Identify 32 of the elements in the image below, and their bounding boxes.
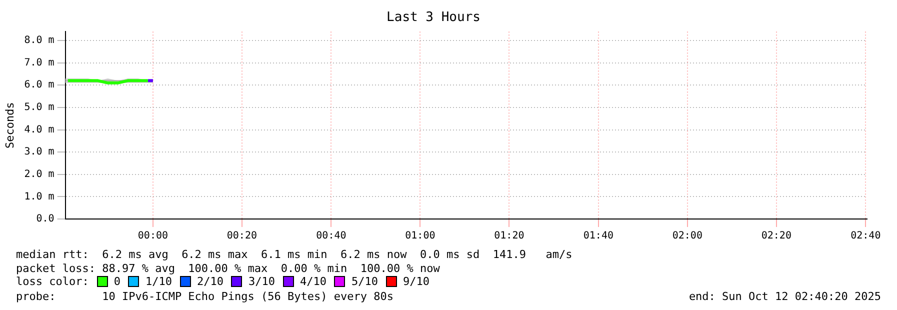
x-tick-label: 00:20 (226, 230, 257, 242)
x-tick-label: 02:20 (761, 230, 792, 242)
y-tick-label: 1.0 m (24, 191, 54, 202)
x-tick-label: 00:40 (316, 230, 346, 242)
text: probe: 10 IPv6-ICMP Echo Pings (56 Bytes) every 80s (16, 290, 394, 304)
x-tick-label: 01:00 (405, 230, 436, 242)
x-tick-label: 02:40 (850, 230, 881, 242)
y-tick-label: 6.0 m (24, 80, 54, 91)
legend-label: 0 (114, 275, 120, 288)
y-tick-label: 2.0 m (24, 168, 54, 180)
x-tick-label: 01:40 (583, 230, 614, 242)
x-tick-label: 01:20 (494, 230, 524, 242)
text: median rtt: 6.2 ms avg 6.2 ms max 6.1 ms min 6.2 ms now 0.0 ms sd 141.9 am/s (16, 248, 572, 262)
y-axis-title: Seconds (3, 102, 16, 148)
text: end: Sun Oct 12 02:40:20 2025 (688, 290, 881, 304)
legend-label: 9/10 (402, 275, 430, 288)
chart-title: Last 3 Hours (386, 10, 480, 26)
x-tick-label: 02:00 (672, 230, 702, 242)
legend-label: 5/10 (351, 275, 378, 288)
legend-label: 3/10 (248, 275, 275, 288)
y-tick-label: 7.0 m (24, 57, 54, 68)
x-tick-label: 00:00 (138, 230, 168, 242)
y-tick-label: 0.0 (36, 214, 54, 225)
legend-label: 4/10 (300, 275, 326, 288)
legend-title: loss color: (16, 275, 89, 288)
y-tick-label: 5.0 m (24, 102, 54, 114)
y-tick-label: 3.0 m (24, 146, 54, 158)
y-tick-label: 8.0 m (24, 35, 54, 46)
legend-label: 1/10 (145, 275, 172, 288)
y-tick-label: 4.0 m (24, 124, 54, 136)
text: packet loss: 88.97 % avg 100.00 % max 0.00 % min 100.00 % now (16, 262, 440, 276)
legend-label: 2/10 (196, 275, 224, 288)
